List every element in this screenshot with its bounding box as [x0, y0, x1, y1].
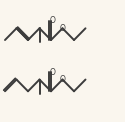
Text: O: O: [50, 16, 56, 25]
Text: O: O: [60, 75, 66, 84]
Text: O: O: [50, 68, 56, 77]
Text: O: O: [60, 24, 66, 33]
